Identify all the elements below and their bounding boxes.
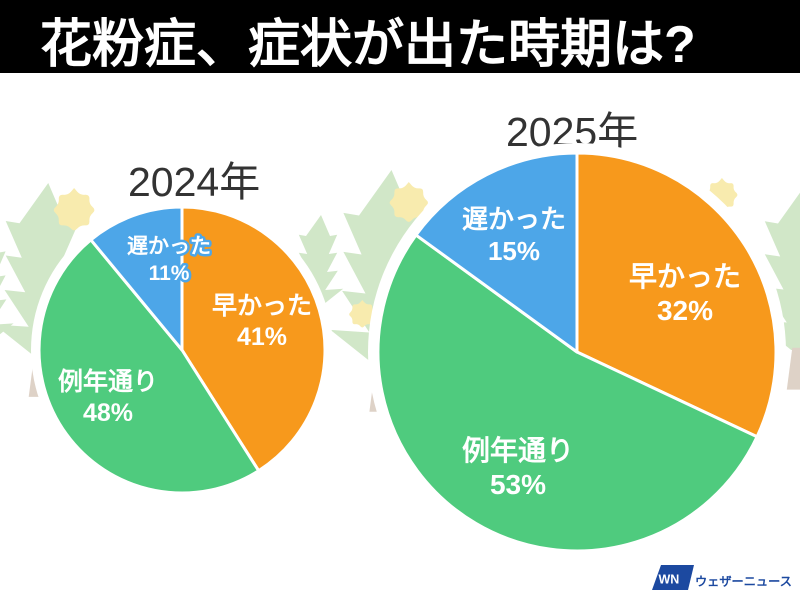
svg-text:例年通り: 例年通り — [462, 434, 574, 466]
svg-text:早かった: 早かった — [212, 292, 312, 320]
svg-text:53%: 53% — [490, 469, 546, 500]
svg-text:WN: WN — [659, 573, 680, 587]
svg-text:早かった: 早かった — [629, 261, 741, 292]
svg-text:遅かった: 遅かった — [127, 235, 211, 258]
svg-text:15%: 15% — [488, 236, 540, 266]
svg-text:32%: 32% — [657, 295, 713, 326]
svg-text:例年通り: 例年通り — [58, 367, 158, 396]
svg-text:ウェザーニュース: ウェザーニュース — [695, 575, 792, 589]
svg-text:41%: 41% — [237, 323, 287, 351]
svg-text:48%: 48% — [83, 399, 133, 427]
svg-text:11%: 11% — [149, 262, 190, 285]
svg-text:遅かった: 遅かった — [462, 204, 566, 234]
